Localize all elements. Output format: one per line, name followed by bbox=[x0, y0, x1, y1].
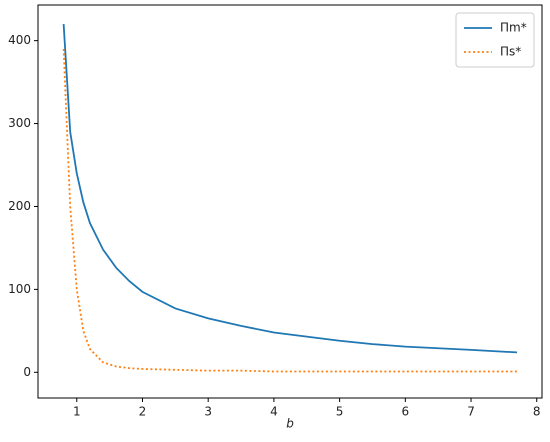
x-tick-label: 4 bbox=[270, 405, 278, 419]
y-tick-label: 300 bbox=[8, 116, 31, 130]
legend-label: Πs* bbox=[500, 45, 521, 59]
plot-frame bbox=[37, 4, 543, 399]
x-tick-label: 7 bbox=[467, 405, 475, 419]
legend-label: Πm* bbox=[500, 21, 527, 35]
x-axis-label: b bbox=[286, 417, 294, 431]
y-tick-label: 0 bbox=[23, 365, 31, 379]
x-tick-label: 3 bbox=[204, 405, 212, 419]
y-tick-label: 400 bbox=[8, 33, 31, 47]
x-tick-label: 8 bbox=[533, 405, 541, 419]
legend-box bbox=[455, 12, 535, 68]
y-tick-label: 200 bbox=[8, 199, 31, 213]
x-tick-label: 6 bbox=[402, 405, 410, 419]
x-tick-label: 2 bbox=[139, 405, 147, 419]
line-series bbox=[62, 24, 518, 354]
y-tick-label: 100 bbox=[8, 282, 31, 296]
x-tick-label: 1 bbox=[73, 405, 81, 419]
x-tick-label: 5 bbox=[336, 405, 344, 419]
line-series bbox=[62, 48, 518, 373]
